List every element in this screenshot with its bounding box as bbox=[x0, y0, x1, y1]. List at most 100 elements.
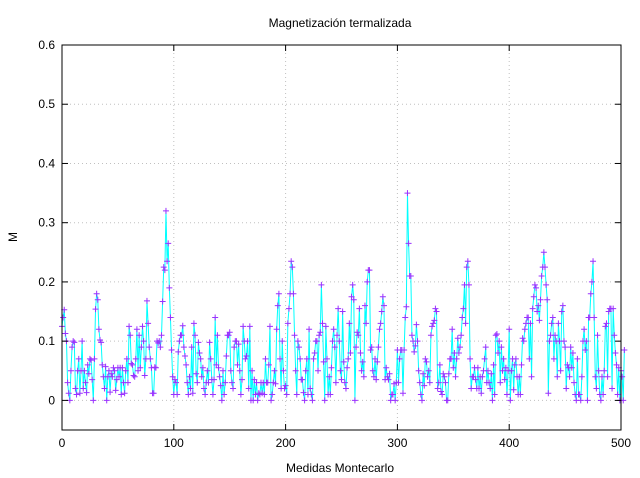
data-point bbox=[218, 397, 225, 404]
data-point bbox=[168, 347, 175, 354]
data-point bbox=[123, 355, 130, 362]
data-point bbox=[288, 258, 295, 265]
data-point bbox=[578, 373, 585, 380]
data-point bbox=[230, 385, 237, 392]
data-point bbox=[427, 332, 434, 339]
data-point bbox=[145, 320, 152, 327]
data-point bbox=[268, 397, 275, 404]
data-point bbox=[293, 391, 300, 398]
data-point bbox=[518, 361, 525, 368]
data-point bbox=[254, 397, 261, 404]
data-point bbox=[439, 391, 446, 398]
data-point bbox=[609, 385, 616, 392]
data-point bbox=[612, 350, 619, 356]
data-point bbox=[414, 338, 421, 345]
data-point bbox=[349, 281, 356, 288]
data-point bbox=[435, 379, 442, 386]
data-point bbox=[361, 302, 368, 309]
data-point bbox=[535, 302, 542, 309]
data-point bbox=[366, 267, 373, 274]
data-point bbox=[281, 385, 288, 392]
data-point bbox=[417, 391, 424, 398]
data-point bbox=[279, 338, 286, 345]
data-point bbox=[600, 391, 607, 398]
data-point bbox=[350, 296, 357, 303]
data-point bbox=[176, 338, 183, 345]
data-point bbox=[243, 352, 250, 359]
y-tick-label: 0.3 bbox=[38, 216, 55, 230]
data-point bbox=[363, 320, 370, 327]
data-point bbox=[516, 373, 523, 380]
data-point bbox=[60, 314, 67, 321]
data-point bbox=[264, 379, 271, 386]
data-point bbox=[402, 314, 409, 321]
data-point bbox=[337, 367, 344, 374]
y-axis-label: M bbox=[6, 232, 20, 242]
data-point bbox=[567, 344, 574, 351]
data-point bbox=[569, 350, 576, 356]
data-point bbox=[205, 379, 212, 386]
data-point bbox=[216, 373, 223, 380]
data-point bbox=[274, 302, 281, 309]
y-tick-label: 0.2 bbox=[38, 275, 55, 289]
data-point bbox=[404, 190, 411, 197]
data-point bbox=[310, 355, 317, 362]
data-point bbox=[265, 361, 272, 368]
data-point bbox=[619, 373, 626, 380]
data-point bbox=[131, 373, 138, 380]
data-point bbox=[355, 332, 362, 339]
data-point bbox=[405, 240, 412, 247]
data-point bbox=[95, 326, 102, 333]
data-point bbox=[140, 338, 147, 345]
data-point bbox=[342, 385, 349, 392]
data-point bbox=[449, 326, 456, 333]
data-point bbox=[167, 314, 174, 321]
data-point bbox=[540, 249, 547, 256]
data-point bbox=[330, 326, 337, 333]
data-point bbox=[93, 290, 100, 297]
y-tick-label: 0.4 bbox=[38, 156, 55, 170]
data-point bbox=[611, 332, 618, 339]
data-point bbox=[560, 338, 567, 345]
data-point bbox=[413, 321, 420, 328]
data-point bbox=[374, 358, 381, 365]
data-point bbox=[185, 391, 192, 398]
data-point bbox=[476, 385, 483, 392]
data-point bbox=[193, 370, 200, 377]
data-point bbox=[534, 308, 541, 315]
data-point bbox=[564, 361, 571, 368]
data-point bbox=[379, 293, 386, 300]
data-point bbox=[594, 332, 601, 339]
y-tick-label: 0.6 bbox=[38, 38, 55, 52]
data-point bbox=[166, 284, 173, 291]
data-point bbox=[308, 391, 315, 398]
data-point bbox=[212, 314, 219, 321]
data-point bbox=[132, 355, 139, 362]
data-point bbox=[587, 290, 594, 297]
data-point bbox=[595, 367, 602, 374]
data-point bbox=[497, 379, 504, 386]
data-point bbox=[351, 397, 358, 404]
data-point bbox=[138, 344, 145, 351]
data-point bbox=[273, 326, 280, 333]
data-point bbox=[67, 367, 74, 374]
data-point bbox=[285, 305, 292, 312]
data-point bbox=[64, 379, 71, 386]
data-point bbox=[235, 341, 242, 348]
data-point bbox=[610, 305, 617, 312]
data-point bbox=[346, 320, 353, 327]
data-point bbox=[356, 305, 363, 312]
data-point bbox=[458, 332, 465, 339]
data-point bbox=[236, 367, 243, 374]
data-point bbox=[291, 332, 298, 339]
data-point bbox=[503, 391, 510, 398]
data-point bbox=[554, 373, 561, 380]
data-point bbox=[139, 323, 146, 330]
data-point bbox=[455, 350, 462, 356]
data-point bbox=[545, 390, 552, 397]
data-point bbox=[416, 379, 423, 386]
data-point bbox=[574, 355, 581, 362]
data-point bbox=[165, 240, 172, 247]
data-point bbox=[468, 385, 475, 392]
data-point bbox=[541, 264, 548, 271]
